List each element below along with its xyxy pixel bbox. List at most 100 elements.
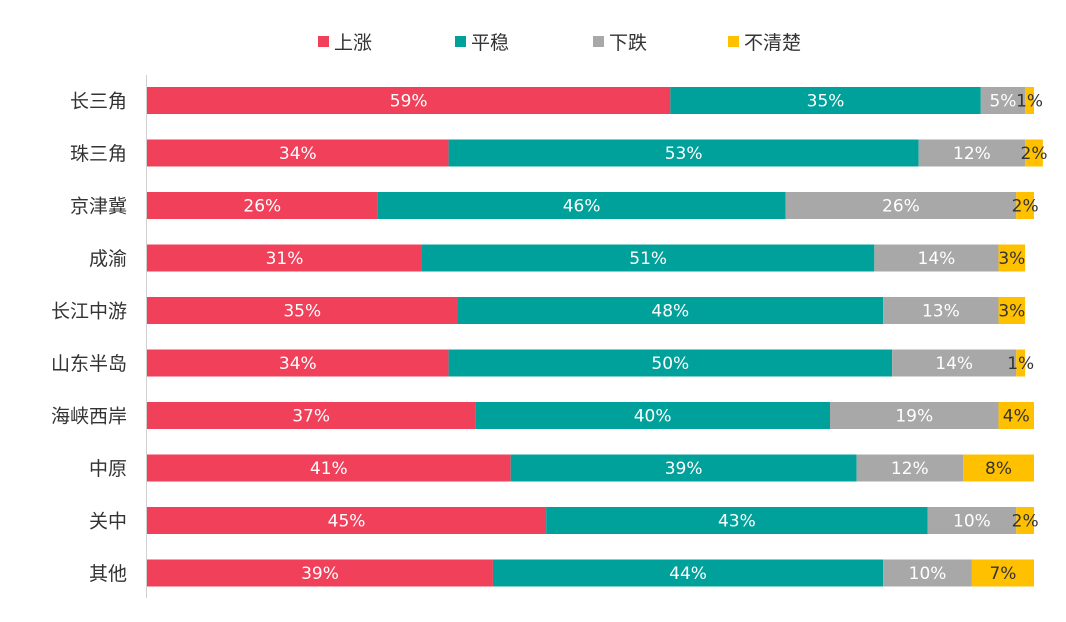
- bar-4-series-3: [998, 297, 1026, 324]
- data-label-8-series-0: 45%: [328, 512, 366, 532]
- data-label-4-series-1: 48%: [651, 302, 689, 322]
- category-label-4: 长江中游: [51, 301, 127, 323]
- bar-0-series-1: [670, 87, 981, 114]
- bar-4-series-2: [883, 297, 999, 324]
- data-label-6-series-3: 4%: [1003, 407, 1030, 427]
- data-label-3-series-1: 51%: [629, 249, 667, 269]
- bar-2-series-3: [1016, 192, 1034, 219]
- data-label-4-series-0: 35%: [283, 302, 321, 322]
- category-label-8: 关中: [89, 511, 127, 533]
- data-label-2-series-2: 26%: [882, 197, 920, 217]
- bar-4-series-0: [147, 297, 458, 324]
- legend: 上涨 平稳 下跌 不清楚: [318, 32, 801, 54]
- data-label-9-series-1: 44%: [669, 564, 707, 584]
- data-label-9-series-3: 7%: [989, 564, 1016, 584]
- data-label-6-series-2: 19%: [895, 407, 933, 427]
- bar-1-series-0: [147, 139, 449, 167]
- bar-2-series-2: [785, 192, 1017, 219]
- data-label-6-series-1: 40%: [634, 407, 672, 427]
- data-label-2-series-3: 2%: [1012, 197, 1039, 217]
- data-label-8-series-3: 2%: [1012, 512, 1039, 532]
- category-label-9: 其他: [89, 563, 127, 585]
- data-label-8-series-1: 43%: [718, 512, 756, 532]
- bar-5-series-0: [147, 349, 449, 377]
- data-label-0-series-2: 5%: [989, 92, 1016, 112]
- legend-label-0: 上涨: [334, 32, 372, 54]
- data-label-1-series-1: 53%: [665, 144, 703, 164]
- data-label-7-series-2: 12%: [891, 459, 929, 479]
- bar-1-series-3: [1025, 139, 1043, 167]
- data-label-1-series-3: 2%: [1021, 144, 1048, 164]
- bar-7-series-1: [510, 454, 857, 482]
- data-label-7-series-3: 8%: [985, 459, 1012, 479]
- bar-3-series-1: [421, 244, 875, 272]
- bar-0-series-2: [980, 87, 1026, 114]
- data-label-8-series-2: 10%: [953, 512, 991, 532]
- bar-0-series-0: [147, 87, 671, 114]
- data-label-5-series-0: 34%: [279, 354, 317, 374]
- legend-label-3: 不清楚: [744, 32, 801, 54]
- bar-9-series-2: [883, 559, 972, 587]
- data-label-5-series-1: 50%: [651, 354, 689, 374]
- bars: 59% 35% 5% 1%34% 53% 12% 2%26% 46% 26% 2%31% 51% 14…: [147, 87, 1047, 587]
- bar-9-series-0: [147, 559, 493, 587]
- bar-7-series-2: [856, 454, 964, 482]
- data-label-3-series-2: 14%: [918, 249, 956, 269]
- bar-3-series-0: [147, 244, 422, 272]
- data-label-4-series-2: 13%: [922, 302, 960, 322]
- data-label-7-series-0: 41%: [310, 459, 348, 479]
- bar-3-series-2: [874, 244, 999, 272]
- bar-4-series-1: [457, 297, 884, 324]
- category-label-2: 京津冀: [70, 196, 127, 218]
- data-label-5-series-3: 1%: [1007, 354, 1034, 374]
- data-label-1-series-2: 12%: [953, 144, 991, 164]
- bar-6-series-3: [998, 402, 1034, 429]
- data-label-0-series-0: 59%: [390, 92, 428, 112]
- legend-swatch-1: [455, 36, 466, 47]
- bar-8-series-1: [546, 507, 928, 534]
- bar-0-series-3: [1025, 87, 1034, 114]
- bar-8-series-2: [927, 507, 1017, 534]
- bar-6-series-2: [829, 402, 999, 429]
- bar-5-series-1: [448, 349, 893, 377]
- bar-9-series-1: [492, 559, 884, 587]
- legend-swatch-3: [728, 36, 739, 47]
- data-label-3-series-0: 31%: [266, 249, 304, 269]
- data-label-3-series-3: 3%: [998, 249, 1025, 269]
- bar-6-series-0: [147, 402, 476, 429]
- bar-8-series-3: [1016, 507, 1034, 534]
- data-label-2-series-0: 26%: [243, 197, 281, 217]
- bar-7-series-0: [147, 454, 511, 482]
- data-label-0-series-3: 1%: [1016, 92, 1043, 112]
- category-label-1: 珠三角: [70, 143, 127, 165]
- category-label-7: 中原: [89, 458, 127, 480]
- bar-9-series-3: [971, 559, 1034, 587]
- bar-5-series-2: [892, 349, 1017, 377]
- data-label-9-series-2: 10%: [909, 564, 947, 584]
- data-label-0-series-1: 35%: [807, 92, 845, 112]
- legend-swatch-2: [593, 36, 604, 47]
- bar-2-series-0: [147, 192, 378, 219]
- legend-label-1: 平稳: [471, 32, 509, 54]
- bar-2-series-1: [377, 192, 786, 219]
- legend-swatch-0: [318, 36, 329, 47]
- data-label-1-series-0: 34%: [279, 144, 317, 164]
- legend-label-2: 下跌: [609, 32, 647, 54]
- data-label-6-series-0: 37%: [292, 407, 330, 427]
- category-label-0: 长三角: [70, 91, 127, 113]
- bar-7-series-3: [963, 454, 1034, 482]
- bar-1-series-1: [448, 139, 919, 167]
- category-label-3: 成渝: [89, 248, 127, 270]
- bar-1-series-2: [918, 139, 1026, 167]
- category-label-5: 山东半岛: [51, 353, 127, 375]
- bar-8-series-0: [147, 507, 547, 534]
- data-label-5-series-2: 14%: [935, 354, 973, 374]
- data-label-2-series-1: 46%: [563, 197, 601, 217]
- data-label-7-series-1: 39%: [665, 459, 703, 479]
- data-label-9-series-0: 39%: [301, 564, 339, 584]
- data-label-4-series-3: 3%: [998, 302, 1025, 322]
- bar-5-series-3: [1016, 349, 1026, 377]
- bar-3-series-3: [998, 244, 1026, 272]
